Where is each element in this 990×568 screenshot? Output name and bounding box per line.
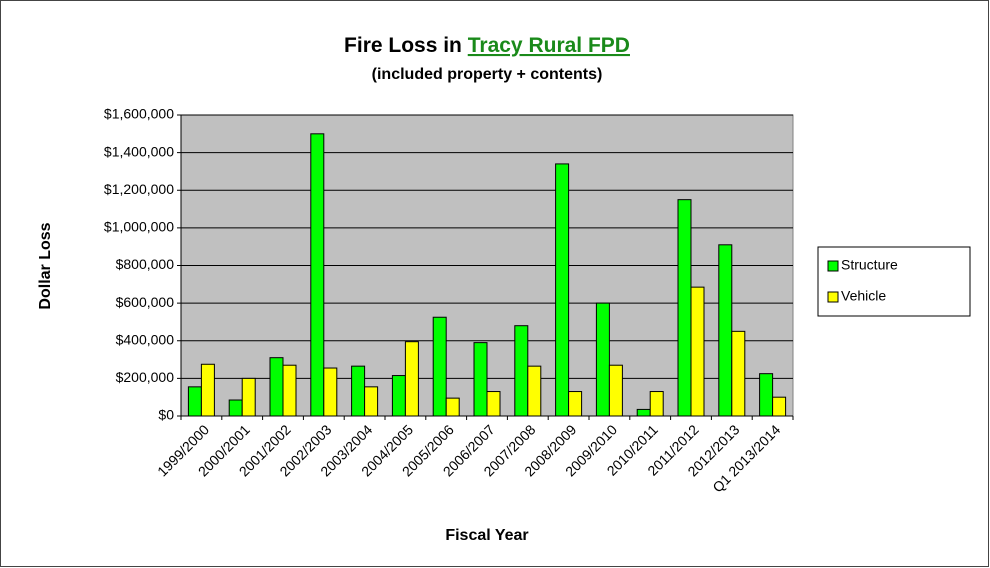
bar	[595, 302, 610, 417]
title-link[interactable]: Tracy Rural FPD	[468, 34, 630, 57]
bar	[649, 391, 664, 417]
bar	[718, 244, 733, 417]
bar	[310, 133, 325, 417]
y-tick-label: $800,000	[116, 256, 175, 272]
y-tick-label: $200,000	[116, 369, 175, 385]
bar	[731, 330, 746, 417]
bar	[391, 375, 406, 417]
bar	[228, 399, 243, 417]
bar	[187, 386, 202, 417]
y-tick-label: $1,200,000	[104, 181, 174, 197]
y-tick-label: $1,600,000	[104, 106, 174, 122]
y-tick-label: $400,000	[116, 331, 175, 347]
chart-title: Fire Loss in Tracy Rural FPD	[344, 34, 630, 57]
bar	[200, 363, 215, 417]
legend-label: Vehicle	[841, 288, 886, 304]
bar	[568, 391, 583, 417]
bar	[432, 316, 447, 417]
legend-box	[817, 246, 971, 317]
y-axis-label: Dollar Loss	[37, 222, 54, 309]
bar	[772, 396, 787, 417]
bar	[282, 364, 297, 417]
bar	[555, 163, 570, 417]
bar	[690, 286, 705, 417]
y-tick-label: $0	[158, 407, 174, 423]
title-text: Fire Loss in	[344, 34, 462, 57]
bar	[759, 373, 774, 417]
bar	[364, 386, 379, 417]
bar	[527, 365, 542, 417]
bar	[351, 365, 366, 417]
x-axis-label: Fiscal Year	[445, 527, 528, 544]
bar	[486, 391, 501, 417]
bar	[323, 367, 338, 417]
chart-subtitle: (included property + contents)	[372, 66, 603, 83]
bar	[677, 199, 692, 417]
legend-swatch	[827, 260, 839, 272]
y-tick-label: $600,000	[116, 294, 175, 310]
bar	[241, 377, 256, 417]
bar	[445, 397, 460, 417]
bar	[608, 364, 623, 417]
legend-label: Structure	[841, 257, 898, 273]
y-tick-label: $1,000,000	[104, 219, 174, 235]
y-tick-label: $1,400,000	[104, 143, 174, 159]
bar	[473, 342, 488, 417]
bar	[636, 408, 651, 417]
bar	[269, 357, 284, 417]
bar	[514, 325, 529, 417]
bar	[404, 341, 419, 417]
legend-swatch	[827, 291, 839, 303]
